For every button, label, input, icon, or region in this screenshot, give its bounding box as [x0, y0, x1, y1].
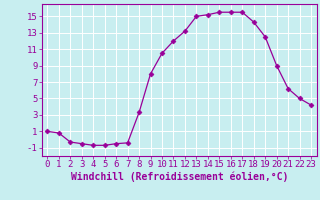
X-axis label: Windchill (Refroidissement éolien,°C): Windchill (Refroidissement éolien,°C): [70, 172, 288, 182]
